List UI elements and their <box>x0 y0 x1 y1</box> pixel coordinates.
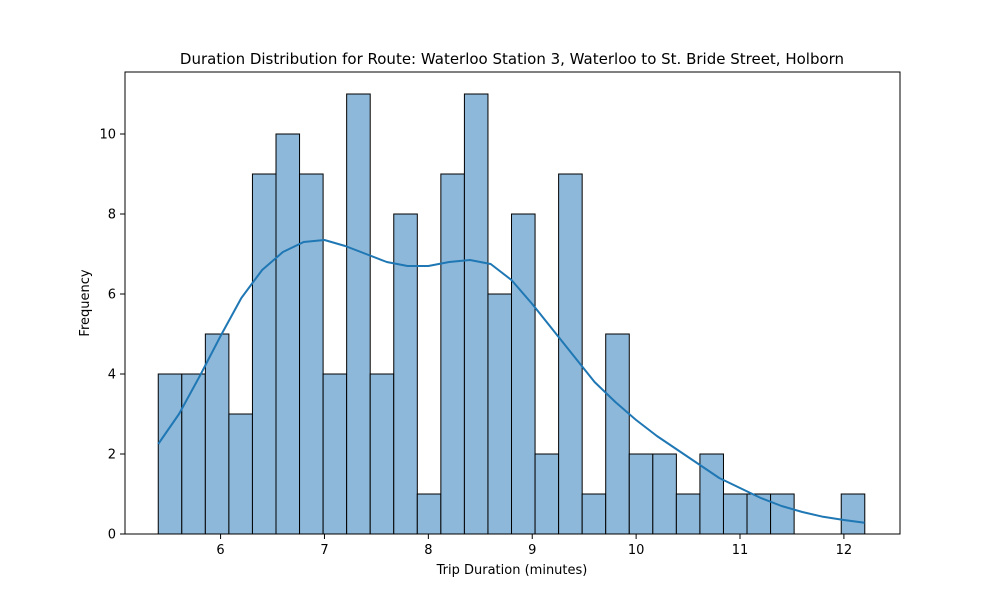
histogram-bar <box>204 333 230 535</box>
x-tick-label: 12 <box>836 543 853 558</box>
bars-layer <box>157 93 866 535</box>
histogram-bar <box>770 493 795 535</box>
histogram-bar <box>511 213 536 535</box>
y-tick-label: 2 <box>108 448 116 463</box>
histogram-bar <box>275 133 301 535</box>
x-axis: 6 7 8 9 10 11 12 <box>216 534 852 558</box>
y-tick-label: 10 <box>99 128 116 143</box>
histogram-bar <box>181 373 206 535</box>
histogram-bar <box>228 413 253 535</box>
x-tick-label: 8 <box>424 543 432 558</box>
histogram-bar <box>393 213 418 535</box>
histogram-bar <box>251 173 277 535</box>
histogram-bar <box>652 453 677 535</box>
x-axis-label: Trip Duration (minutes) <box>436 563 588 578</box>
histogram-bar <box>675 493 701 535</box>
histogram-bar <box>322 373 348 535</box>
histogram-bar <box>581 493 607 535</box>
y-tick-label: 6 <box>108 288 116 303</box>
histogram-bar <box>722 493 748 535</box>
histogram-bar <box>463 93 489 535</box>
histogram-bar <box>534 453 560 535</box>
histogram-bar <box>440 173 465 535</box>
histogram-bar <box>369 373 395 535</box>
histogram-bar <box>840 493 866 535</box>
y-tick-label: 0 <box>108 528 116 543</box>
histogram-bar <box>416 493 442 535</box>
x-tick-label: 9 <box>528 543 536 558</box>
histogram-bar <box>157 373 183 535</box>
y-tick-label: 4 <box>108 368 116 383</box>
histogram-bar <box>299 173 324 535</box>
kde-line <box>157 239 865 524</box>
y-tick-label: 8 <box>108 208 116 223</box>
chart-title: Duration Distribution for Route: Waterlo… <box>180 50 844 68</box>
x-tick-label: 10 <box>628 543 645 558</box>
y-axis: 0 2 4 6 8 10 <box>99 128 125 543</box>
plot-frame <box>124 71 901 535</box>
x-tick-label: 6 <box>216 543 224 558</box>
histogram-bar <box>487 293 513 535</box>
histogram-bar <box>628 453 654 535</box>
x-tick-label: 11 <box>732 543 749 558</box>
histogram-bar <box>605 333 630 535</box>
x-tick-label: 7 <box>320 543 328 558</box>
histogram-bar <box>699 453 724 535</box>
histogram-bar <box>558 173 583 535</box>
histogram-bar <box>346 93 371 535</box>
y-axis-label: Frequency <box>78 269 93 336</box>
